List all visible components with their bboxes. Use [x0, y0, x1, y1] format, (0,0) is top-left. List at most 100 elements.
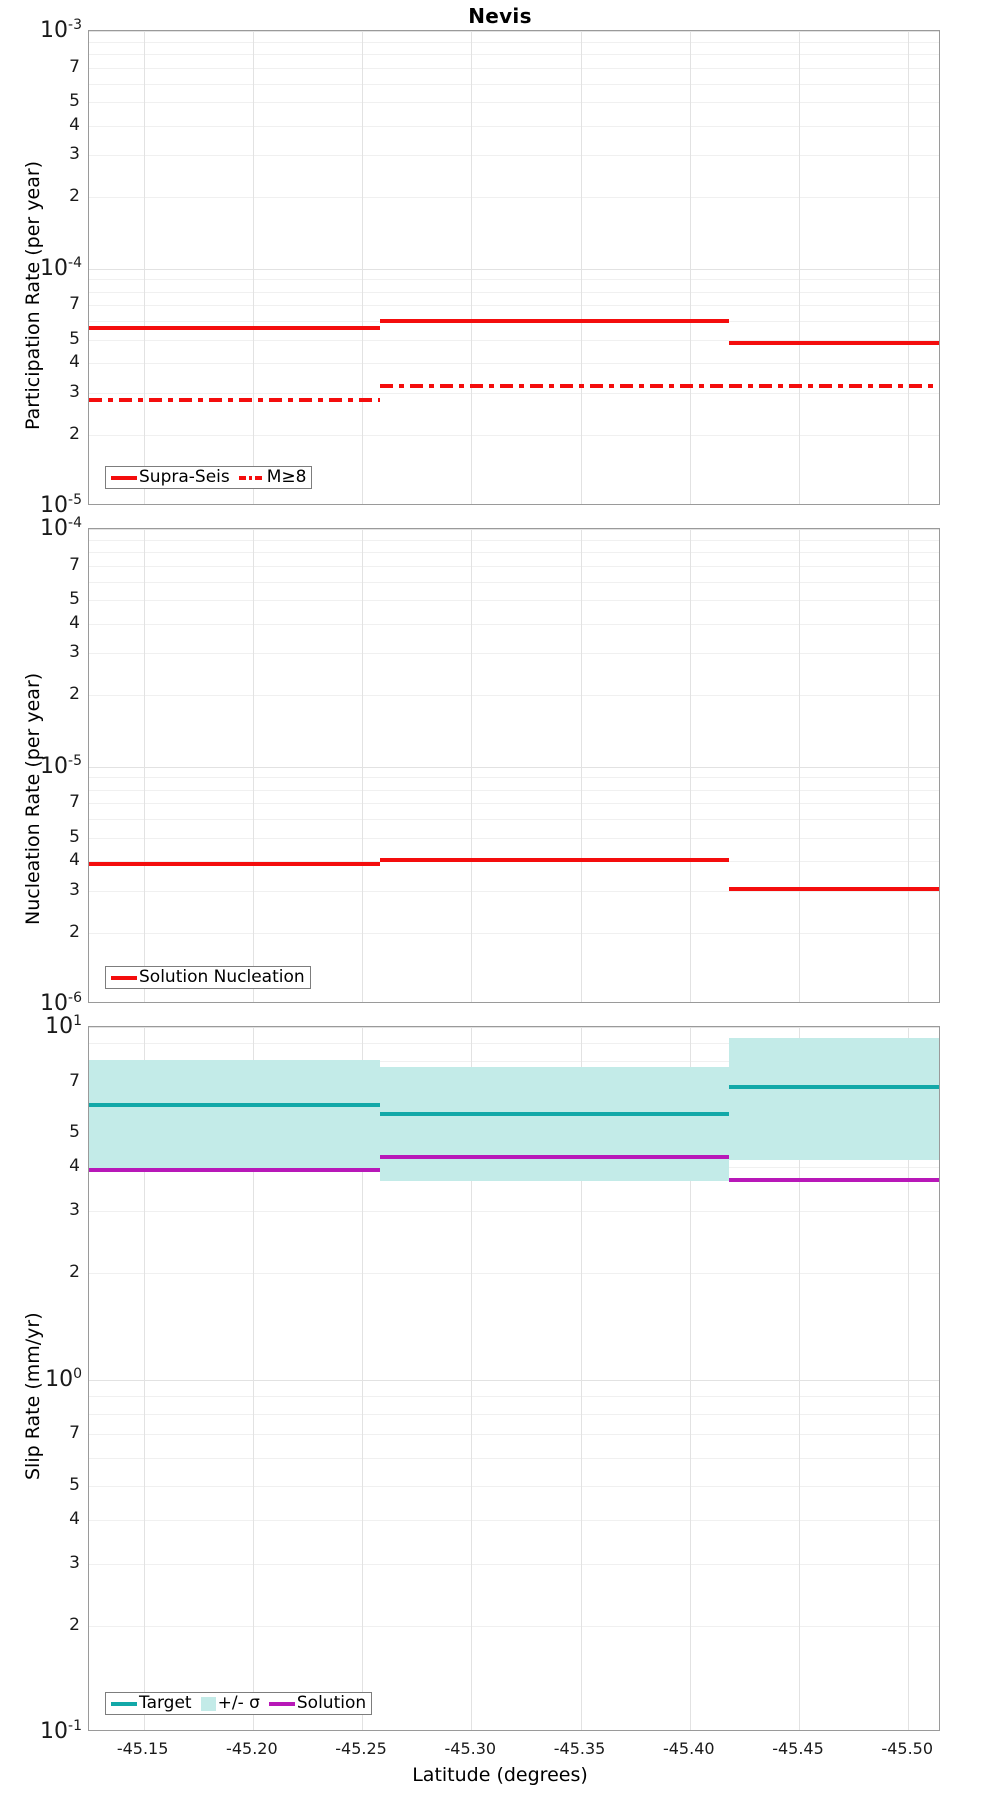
gridline-horizontal [89, 1457, 939, 1459]
y-tick-label-minor: 3 [69, 381, 80, 402]
y-tick-label-minor: 7 [69, 56, 80, 77]
legend-slip-rate[interactable]: Target +/- σ Solution [105, 1692, 373, 1715]
line-swatch-icon [111, 975, 137, 980]
gridline-horizontal [89, 1061, 939, 1063]
gridline-vertical [799, 31, 800, 504]
gridline-horizontal [89, 777, 939, 779]
x-tick-label: -45.40 [662, 1739, 715, 1758]
legend-entry-m8[interactable]: M≥8 [238, 467, 307, 487]
y-tick-label: 101 [45, 1012, 82, 1040]
gridline-horizontal [89, 695, 939, 696]
data-line-segment [89, 326, 380, 331]
legend-entry-target[interactable]: Target [111, 1695, 192, 1712]
y-tick-label-minor: 7 [69, 1423, 80, 1444]
y-tick-label-minor: 4 [69, 352, 80, 372]
gridline-horizontal [89, 623, 939, 625]
gridline-horizontal [89, 363, 939, 364]
data-line-segment [89, 1103, 380, 1108]
x-tick-label: -45.20 [226, 1739, 278, 1758]
gridline-horizontal [89, 1519, 939, 1521]
gridline-vertical [799, 1027, 800, 1730]
y-tick-label-minor: 3 [69, 879, 80, 900]
gridline-horizontal [89, 789, 939, 791]
legend-entry-solution[interactable]: Solution [268, 1693, 367, 1713]
gridline-horizontal [89, 552, 939, 554]
gridline-horizontal [89, 1379, 939, 1381]
y-axis-label-nucleation-rate: Nucleation Rate (per year) [22, 672, 44, 925]
figure-title: Nevis [468, 4, 532, 28]
gridline-horizontal [89, 932, 939, 934]
gridline-horizontal [89, 41, 939, 43]
gridline-horizontal [89, 268, 939, 270]
gridline-vertical [252, 31, 254, 504]
gridline-vertical [689, 529, 691, 1002]
y-axis-label-slip-rate: Slip Rate (mm/yr) [22, 1312, 44, 1480]
gridline-horizontal [89, 102, 939, 104]
panel-slip-rate [88, 1026, 940, 1731]
gridline-horizontal [89, 1043, 939, 1045]
plot-area-participation-rate[interactable] [88, 30, 940, 505]
gridline-vertical [689, 31, 691, 504]
gridline-horizontal [89, 565, 939, 567]
y-tick-label-minor: 5 [69, 826, 80, 847]
y-tick-label-minor: 3 [69, 144, 80, 165]
y-tick-label-minor: 5 [69, 1474, 80, 1495]
data-line-segment [89, 1167, 380, 1172]
x-tick-label: -45.30 [444, 1739, 497, 1758]
gridline-vertical [143, 1027, 145, 1730]
x-tick-label: -45.35 [553, 1739, 606, 1758]
data-line-segment [379, 1112, 730, 1117]
plot-area-nucleation-rate[interactable] [88, 528, 940, 1003]
gridline-vertical [362, 529, 364, 1002]
y-tick-label-minor: 5 [69, 328, 80, 349]
panel-participation-rate [88, 30, 940, 505]
gridline-vertical [143, 529, 145, 1002]
gridline-vertical [908, 529, 910, 1002]
gridline-vertical [471, 31, 473, 504]
gridline-horizontal [89, 392, 939, 394]
gridline-vertical [799, 529, 800, 1002]
y-tick-label: 10-5 [40, 752, 82, 779]
y-tick-label-minor: 7 [69, 554, 80, 575]
legend-entry-solution-nucleation[interactable]: Solution Nucleation [111, 969, 305, 986]
y-tick-label-minor: 4 [69, 850, 80, 870]
legend-label: Solution [296, 1693, 367, 1713]
y-axis-label-participation-rate: Participation Rate (per year) [22, 160, 44, 430]
gridline-horizontal [89, 279, 939, 281]
y-tick-label: 10-5 [40, 491, 82, 519]
legend-entry-supra-seis[interactable]: Supra-Seis [111, 469, 230, 486]
line-swatch-icon [111, 475, 137, 480]
legend-label: M≥8 [266, 467, 307, 487]
gridline-horizontal [89, 125, 939, 127]
gridline-vertical [580, 31, 582, 504]
legend-nucleation-rate[interactable]: Solution Nucleation [105, 966, 311, 989]
gridline-horizontal [89, 31, 939, 32]
y-tick-label-minor: 3 [69, 1552, 80, 1573]
gridline-horizontal [89, 305, 939, 307]
y-tick-label: 10-4 [40, 514, 82, 542]
y-tick-label-minor: 5 [69, 91, 80, 112]
gridline-horizontal [89, 1413, 939, 1415]
gridline-vertical [362, 1027, 364, 1730]
legend-participation-rate[interactable]: Supra-Seis M≥8 [105, 466, 313, 489]
gridline-horizontal [89, 1273, 939, 1275]
gridline-horizontal [89, 1434, 939, 1436]
gridline-horizontal [89, 539, 939, 541]
gridline-horizontal [89, 529, 939, 530]
gridline-horizontal [89, 819, 939, 821]
y-tick-label-minor: 7 [69, 294, 80, 315]
y-tick-label-minor: 4 [69, 1156, 80, 1177]
plot-area-slip-rate[interactable] [88, 1026, 940, 1731]
y-tick-label-minor: 2 [69, 186, 80, 206]
dashdot-data-segment [89, 397, 380, 402]
x-tick-label: -45.50 [881, 1739, 934, 1758]
y-tick-label-minor: 7 [69, 1070, 80, 1091]
gridline-horizontal [89, 434, 939, 436]
data-line-segment [89, 861, 380, 866]
data-line-segment [729, 1085, 939, 1090]
gridline-horizontal [89, 54, 939, 56]
legend-entry-sigma-band[interactable]: +/- σ [200, 1695, 260, 1712]
gridline-vertical [471, 529, 473, 1002]
gridline-vertical [908, 31, 910, 504]
